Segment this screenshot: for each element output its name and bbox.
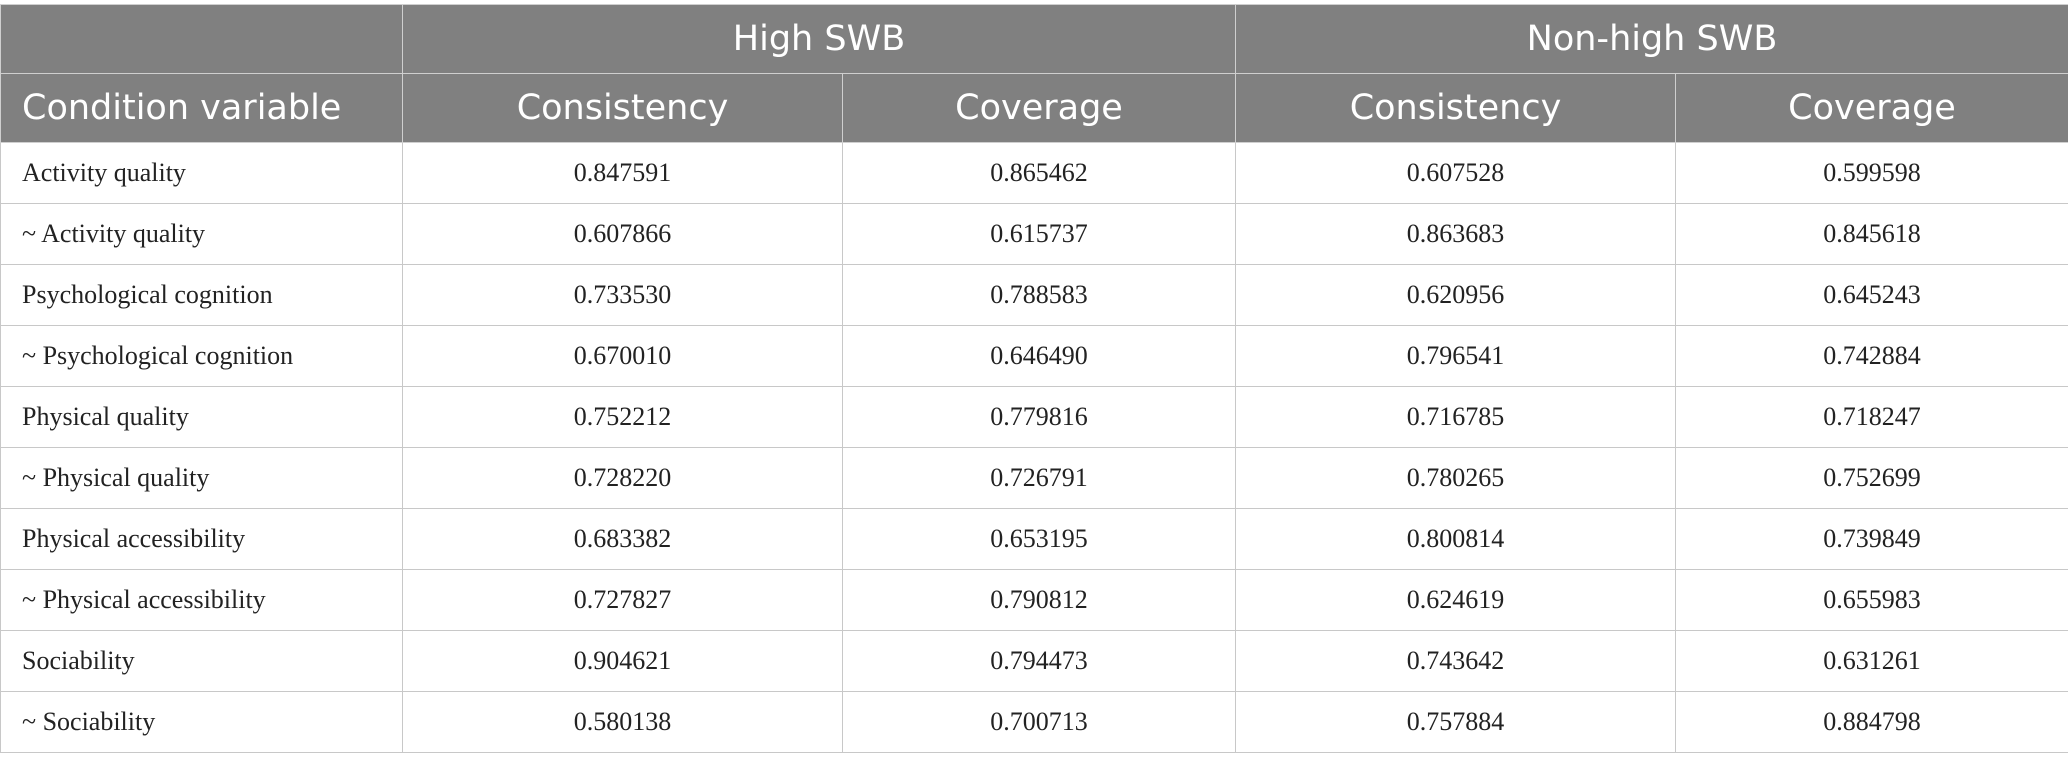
header-group-high-swb: High SWB [402, 4, 1236, 74]
table-row: ~ Sociability 0.580138 0.700713 0.757884… [0, 691, 2068, 753]
header-column-row: Condition variable Consistency Coverage … [0, 73, 2068, 143]
cell-nonhigh-consistency: 0.743642 [1235, 630, 1676, 692]
row-label: ~ Psychological cognition [0, 325, 403, 387]
cell-high-consistency: 0.580138 [402, 691, 843, 753]
row-label: Activity quality [0, 142, 403, 204]
table-row: ~ Physical accessibility 0.727827 0.7908… [0, 569, 2068, 631]
cell-nonhigh-coverage: 0.884798 [1675, 691, 2068, 753]
row-label: Physical quality [0, 386, 403, 448]
cell-high-consistency: 0.728220 [402, 447, 843, 509]
cell-nonhigh-consistency: 0.716785 [1235, 386, 1676, 448]
cell-high-coverage: 0.726791 [842, 447, 1236, 509]
cell-nonhigh-consistency: 0.796541 [1235, 325, 1676, 387]
cell-nonhigh-coverage: 0.752699 [1675, 447, 2068, 509]
cell-nonhigh-consistency: 0.607528 [1235, 142, 1676, 204]
cell-high-coverage: 0.865462 [842, 142, 1236, 204]
cell-nonhigh-coverage: 0.718247 [1675, 386, 2068, 448]
cell-high-consistency: 0.683382 [402, 508, 843, 570]
cell-nonhigh-consistency: 0.757884 [1235, 691, 1676, 753]
row-label: ~ Physical quality [0, 447, 403, 509]
cell-high-consistency: 0.727827 [402, 569, 843, 631]
table-row: Psychological cognition 0.733530 0.78858… [0, 264, 2068, 326]
cell-nonhigh-coverage: 0.631261 [1675, 630, 2068, 692]
cell-nonhigh-coverage: 0.645243 [1675, 264, 2068, 326]
column-header-nonhigh-coverage: Coverage [1675, 73, 2068, 143]
header-group-empty [0, 4, 403, 74]
row-label: Psychological cognition [0, 264, 403, 326]
table-header: High SWB Non-high SWB Condition variable… [0, 4, 2068, 143]
cell-high-coverage: 0.794473 [842, 630, 1236, 692]
cell-high-coverage: 0.646490 [842, 325, 1236, 387]
cell-high-consistency: 0.733530 [402, 264, 843, 326]
cell-high-coverage: 0.779816 [842, 386, 1236, 448]
table-row: ~ Physical quality 0.728220 0.726791 0.7… [0, 447, 2068, 509]
table-row: Physical accessibility 0.683382 0.653195… [0, 508, 2068, 570]
table-row: Sociability 0.904621 0.794473 0.743642 0… [0, 630, 2068, 692]
cell-nonhigh-consistency: 0.624619 [1235, 569, 1676, 631]
cell-nonhigh-consistency: 0.863683 [1235, 203, 1676, 265]
cell-high-coverage: 0.615737 [842, 203, 1236, 265]
cell-nonhigh-consistency: 0.620956 [1235, 264, 1676, 326]
cell-nonhigh-consistency: 0.780265 [1235, 447, 1676, 509]
cell-nonhigh-coverage: 0.739849 [1675, 508, 2068, 570]
cell-high-coverage: 0.788583 [842, 264, 1236, 326]
table-body: Activity quality 0.847591 0.865462 0.607… [0, 142, 2068, 753]
row-label: Physical accessibility [0, 508, 403, 570]
table-row: Physical quality 0.752212 0.779816 0.716… [0, 386, 2068, 448]
column-header-high-consistency: Consistency [402, 73, 843, 143]
cell-high-coverage: 0.790812 [842, 569, 1236, 631]
cell-high-consistency: 0.847591 [402, 142, 843, 204]
cell-high-consistency: 0.752212 [402, 386, 843, 448]
row-label: ~ Physical accessibility [0, 569, 403, 631]
column-header-condition-variable: Condition variable [0, 73, 403, 143]
cell-nonhigh-coverage: 0.845618 [1675, 203, 2068, 265]
table-row: ~ Psychological cognition 0.670010 0.646… [0, 325, 2068, 387]
table-row: ~ Activity quality 0.607866 0.615737 0.8… [0, 203, 2068, 265]
cell-nonhigh-coverage: 0.599598 [1675, 142, 2068, 204]
swb-condition-table: High SWB Non-high SWB Condition variable… [0, 4, 2068, 753]
cell-high-consistency: 0.904621 [402, 630, 843, 692]
cell-nonhigh-consistency: 0.800814 [1235, 508, 1676, 570]
cell-nonhigh-coverage: 0.655983 [1675, 569, 2068, 631]
header-group-non-high-swb: Non-high SWB [1235, 4, 2068, 74]
cell-nonhigh-coverage: 0.742884 [1675, 325, 2068, 387]
header-group-row: High SWB Non-high SWB [0, 4, 2068, 74]
row-label: Sociability [0, 630, 403, 692]
cell-high-coverage: 0.700713 [842, 691, 1236, 753]
cell-high-consistency: 0.670010 [402, 325, 843, 387]
cell-high-consistency: 0.607866 [402, 203, 843, 265]
table-row: Activity quality 0.847591 0.865462 0.607… [0, 142, 2068, 204]
column-header-nonhigh-consistency: Consistency [1235, 73, 1676, 143]
column-header-high-coverage: Coverage [842, 73, 1236, 143]
row-label: ~ Activity quality [0, 203, 403, 265]
row-label: ~ Sociability [0, 691, 403, 753]
cell-high-coverage: 0.653195 [842, 508, 1236, 570]
